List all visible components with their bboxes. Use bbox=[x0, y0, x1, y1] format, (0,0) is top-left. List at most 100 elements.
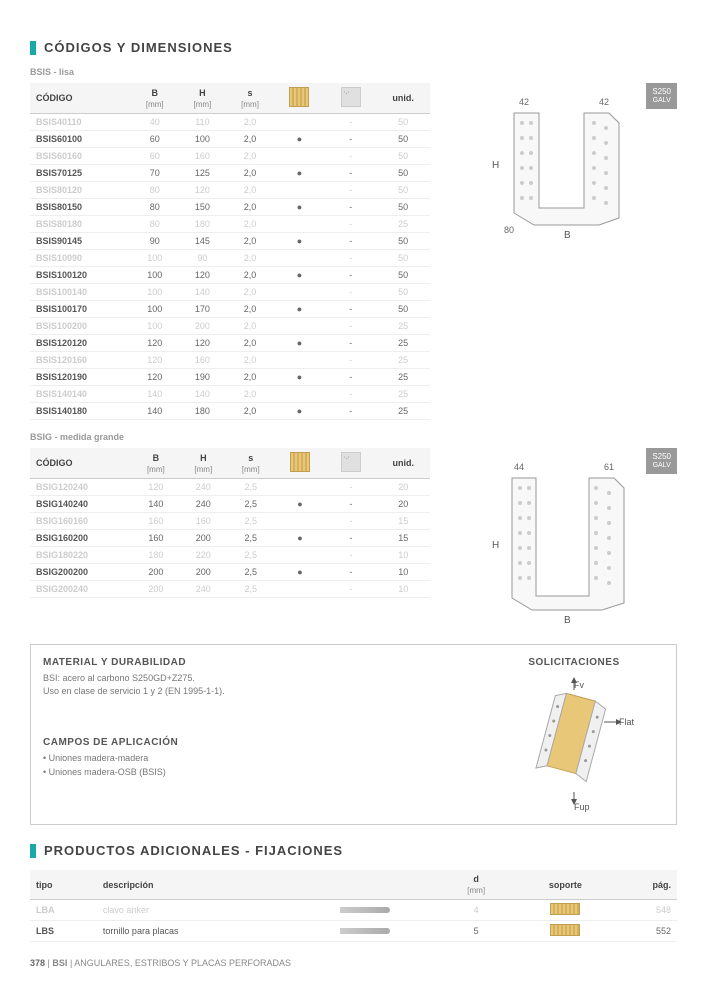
table-row: BSIG1402401402402,5●-20 bbox=[30, 496, 430, 513]
col-s: s[mm] bbox=[226, 83, 274, 114]
info-left: MATERIAL Y DURABILIDAD BSI: acero al car… bbox=[43, 657, 464, 812]
col-soporte: soporte bbox=[521, 870, 610, 900]
bsis-table-section: CÓDIGO B[mm] H[mm] s[mm] unid. BSIS40110… bbox=[30, 83, 430, 420]
page-footer: 378 | BSI | ANGULARES, ESTRIBOS Y PLACAS… bbox=[30, 952, 677, 968]
campos-item: • Uniones madera-madera bbox=[43, 752, 464, 766]
svg-text:61: 61 bbox=[604, 462, 614, 472]
bsis-table: CÓDIGO B[mm] H[mm] s[mm] unid. BSIS40110… bbox=[30, 83, 430, 420]
screw-icon bbox=[340, 928, 390, 934]
table-row: BSIS1002001002002,0-25 bbox=[30, 318, 430, 335]
table-row: BSIS60100601002,0●-50 bbox=[30, 131, 430, 148]
bsis-bracket-svg: 42 42 H 80 B bbox=[484, 93, 644, 243]
material-line2: Uso en clase de servicio 1 y 2 (EN 1995-… bbox=[43, 685, 464, 698]
table-row: LBStornillo para placas5552 bbox=[30, 921, 677, 942]
bsig-table: CÓDIGO B[mm] H[mm] s[mm] unid. BSIG12024… bbox=[30, 448, 430, 598]
svg-text:H: H bbox=[492, 540, 499, 551]
col-concrete bbox=[325, 83, 376, 114]
label-flat: Flat bbox=[619, 717, 634, 727]
table-row: BSIS40110401102,0-50 bbox=[30, 114, 430, 131]
section-title-text: CÓDIGOS Y DIMENSIONES bbox=[44, 40, 233, 55]
concrete-icon bbox=[341, 452, 361, 472]
badge-galv: S250GALV bbox=[646, 83, 677, 109]
table-row: BSIS1201901201902,0●-25 bbox=[30, 369, 430, 386]
table-row: BSIS1401801401802,0●-25 bbox=[30, 403, 430, 420]
table-row: BSIG2002402002402,5-10 bbox=[30, 581, 430, 598]
svg-text:44: 44 bbox=[514, 462, 524, 472]
bsis-diagram: S250GALV 42 42 H 80 B bbox=[450, 83, 677, 243]
wood-icon bbox=[289, 87, 309, 107]
table-row: BSIS10090100902,0-50 bbox=[30, 250, 430, 267]
col-b: B[mm] bbox=[132, 448, 179, 479]
col-s: s[mm] bbox=[227, 448, 274, 479]
label-fv: Fv bbox=[574, 680, 584, 690]
info-right: SOLICITACIONES Fv Flat Fup bbox=[484, 657, 664, 812]
info-box: MATERIAL Y DURABILIDAD BSI: acero al car… bbox=[30, 644, 677, 825]
bsig-diagram: S250GALV 44 61 H B bbox=[450, 448, 677, 628]
bsis-subtitle: BSIS - lisa bbox=[30, 67, 677, 77]
svg-text:H: H bbox=[492, 160, 499, 171]
table-row: LBAclavo anker4548 bbox=[30, 900, 677, 921]
svg-text:42: 42 bbox=[519, 97, 529, 107]
concrete-icon bbox=[341, 87, 361, 107]
col-wood bbox=[275, 448, 326, 479]
table-row: BSIS70125701252,0●-50 bbox=[30, 165, 430, 182]
svg-text:B: B bbox=[564, 615, 571, 626]
table-row: BSIG1601601601602,5-15 bbox=[30, 513, 430, 530]
svg-text:B: B bbox=[564, 230, 571, 241]
footer-code: BSI bbox=[52, 958, 67, 968]
table-row: BSIS80150801502,0●-50 bbox=[30, 199, 430, 216]
table-row: BSIS1001701001702,0●-50 bbox=[30, 301, 430, 318]
col-codigo: CÓDIGO bbox=[30, 83, 131, 114]
table-row: BSIS1401401401402,0-25 bbox=[30, 386, 430, 403]
solicitaciones-heading: SOLICITACIONES bbox=[484, 657, 664, 668]
wood-icon bbox=[550, 903, 580, 915]
bsis-row: CÓDIGO B[mm] H[mm] s[mm] unid. BSIS40110… bbox=[30, 83, 677, 420]
col-h: H[mm] bbox=[179, 83, 227, 114]
col-concrete bbox=[326, 448, 377, 479]
col-pag: pág. bbox=[610, 870, 677, 900]
material-heading: MATERIAL Y DURABILIDAD bbox=[43, 657, 464, 668]
section-title-text: PRODUCTOS ADICIONALES - FIJACIONES bbox=[44, 843, 343, 858]
col-d: d[mm] bbox=[432, 870, 521, 900]
table-row: BSIG1802201802202,5-10 bbox=[30, 547, 430, 564]
table-row: BSIS80180801802,0-25 bbox=[30, 216, 430, 233]
screw-icon bbox=[340, 907, 390, 913]
col-h: H[mm] bbox=[180, 448, 227, 479]
table-row: BSIG1602001602002,5●-15 bbox=[30, 530, 430, 547]
badge-galv: S250GALV bbox=[646, 448, 677, 474]
material-line1: BSI: acero al carbono S250GD+Z275. bbox=[43, 672, 464, 685]
col-b: B[mm] bbox=[131, 83, 179, 114]
col-tipo: tipo bbox=[30, 870, 97, 900]
sol-svg bbox=[504, 672, 644, 812]
section-codigos-title: CÓDIGOS Y DIMENSIONES bbox=[30, 40, 677, 55]
table-row: BSIS1201201201202,0●-25 bbox=[30, 335, 430, 352]
col-unid: unid. bbox=[376, 83, 430, 114]
bsig-row: CÓDIGO B[mm] H[mm] s[mm] unid. BSIG12024… bbox=[30, 448, 677, 628]
label-fup: Fup bbox=[574, 802, 590, 812]
col-unid: unid. bbox=[377, 448, 430, 479]
campos-heading: CAMPOS DE APLICACIÓN bbox=[43, 737, 464, 748]
campos-item: • Uniones madera-OSB (BSIS) bbox=[43, 766, 464, 780]
table-row: BSIG2002002002002,5●-10 bbox=[30, 564, 430, 581]
svg-text:80: 80 bbox=[504, 225, 514, 235]
wood-icon bbox=[550, 924, 580, 936]
wood-icon bbox=[290, 452, 310, 472]
table-row: BSIS60160601602,0-50 bbox=[30, 148, 430, 165]
solicitaciones-diagram: Fv Flat Fup bbox=[504, 672, 644, 812]
footer-text: ANGULARES, ESTRIBOS Y PLACAS PERFORADAS bbox=[74, 958, 291, 968]
col-wood bbox=[274, 83, 325, 114]
table-row: BSIG1202401202402,5-20 bbox=[30, 479, 430, 496]
svg-text:42: 42 bbox=[599, 97, 609, 107]
col-codigo: CÓDIGO bbox=[30, 448, 132, 479]
bsig-table-section: CÓDIGO B[mm] H[mm] s[mm] unid. BSIG12024… bbox=[30, 448, 430, 598]
table-row: BSIS90145901452,0●-50 bbox=[30, 233, 430, 250]
footer-page: 378 bbox=[30, 958, 45, 968]
title-bar-icon bbox=[30, 41, 36, 55]
bsig-bracket-svg: 44 61 H B bbox=[484, 458, 644, 628]
table-row: BSIS1001201001202,0●-50 bbox=[30, 267, 430, 284]
col-desc: descripción bbox=[97, 870, 298, 900]
table-row: BSIS1201601201602,0-25 bbox=[30, 352, 430, 369]
col-img bbox=[298, 870, 432, 900]
section-productos-title: PRODUCTOS ADICIONALES - FIJACIONES bbox=[30, 843, 677, 858]
table-row: BSIS80120801202,0-50 bbox=[30, 182, 430, 199]
